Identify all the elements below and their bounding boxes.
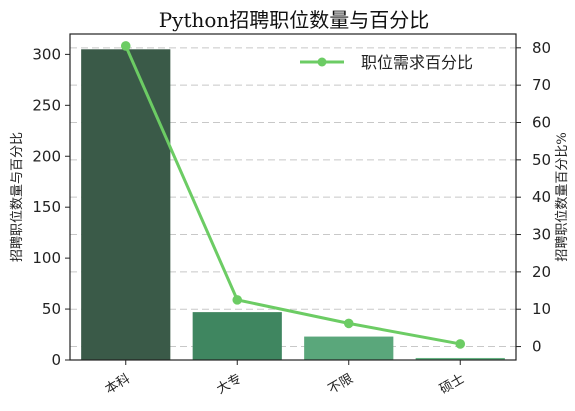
bar-0 [81,49,171,360]
legend: 职位需求百分比 [300,53,473,72]
bars [81,49,505,360]
right-tick-label: 40 [532,188,551,206]
left-tick-label: 250 [32,96,61,114]
legend-label: 职位需求百分比 [361,53,473,72]
left-tick-label: 100 [32,249,61,267]
percentage-line [120,41,466,349]
line-point-3 [455,339,466,349]
bar-1 [192,312,282,360]
left-tick-label: 200 [32,147,61,165]
x-axis: 本科 大专 不限 硕士 [103,360,467,397]
x-tick-label: 本科 [103,371,133,397]
line-point-1 [232,295,243,305]
left-tick-label: 0 [51,351,61,369]
percentage-series-line [124,45,461,346]
left-tick-label: 300 [32,45,61,63]
x-tick-label: 大专 [214,371,244,397]
left-tick-label: 50 [42,300,61,318]
x-tick-label: 不限 [326,371,356,397]
legend-marker [317,57,327,67]
right-tick-label: 10 [532,300,551,318]
right-tick-label: 20 [532,263,551,281]
right-y-axis: 0 10 20 30 40 50 60 70 80 [516,39,551,356]
right-tick-label: 80 [532,39,551,57]
right-tick-label: 30 [532,226,551,244]
right-tick-label: 0 [532,338,542,356]
right-tick-label: 60 [532,114,551,132]
right-y-axis-title: 招聘职位数量百分比% [555,132,570,261]
bar-2 [304,336,394,360]
left-tick-label: 150 [32,198,61,216]
grid-lines [70,47,516,348]
x-tick-label: 硕士 [437,371,467,397]
right-tick-label: 50 [532,151,551,169]
chart-title: Python招聘职位数量与百分比 [159,8,430,32]
left-y-axis: 0 50 100 150 200 250 300 [32,45,70,369]
line-point-2 [343,318,354,329]
line-point-0 [120,41,131,51]
right-tick-label: 70 [532,76,551,94]
left-y-axis-title: 招聘职位数量与百分比 [10,132,25,262]
bar-3 [415,357,505,360]
